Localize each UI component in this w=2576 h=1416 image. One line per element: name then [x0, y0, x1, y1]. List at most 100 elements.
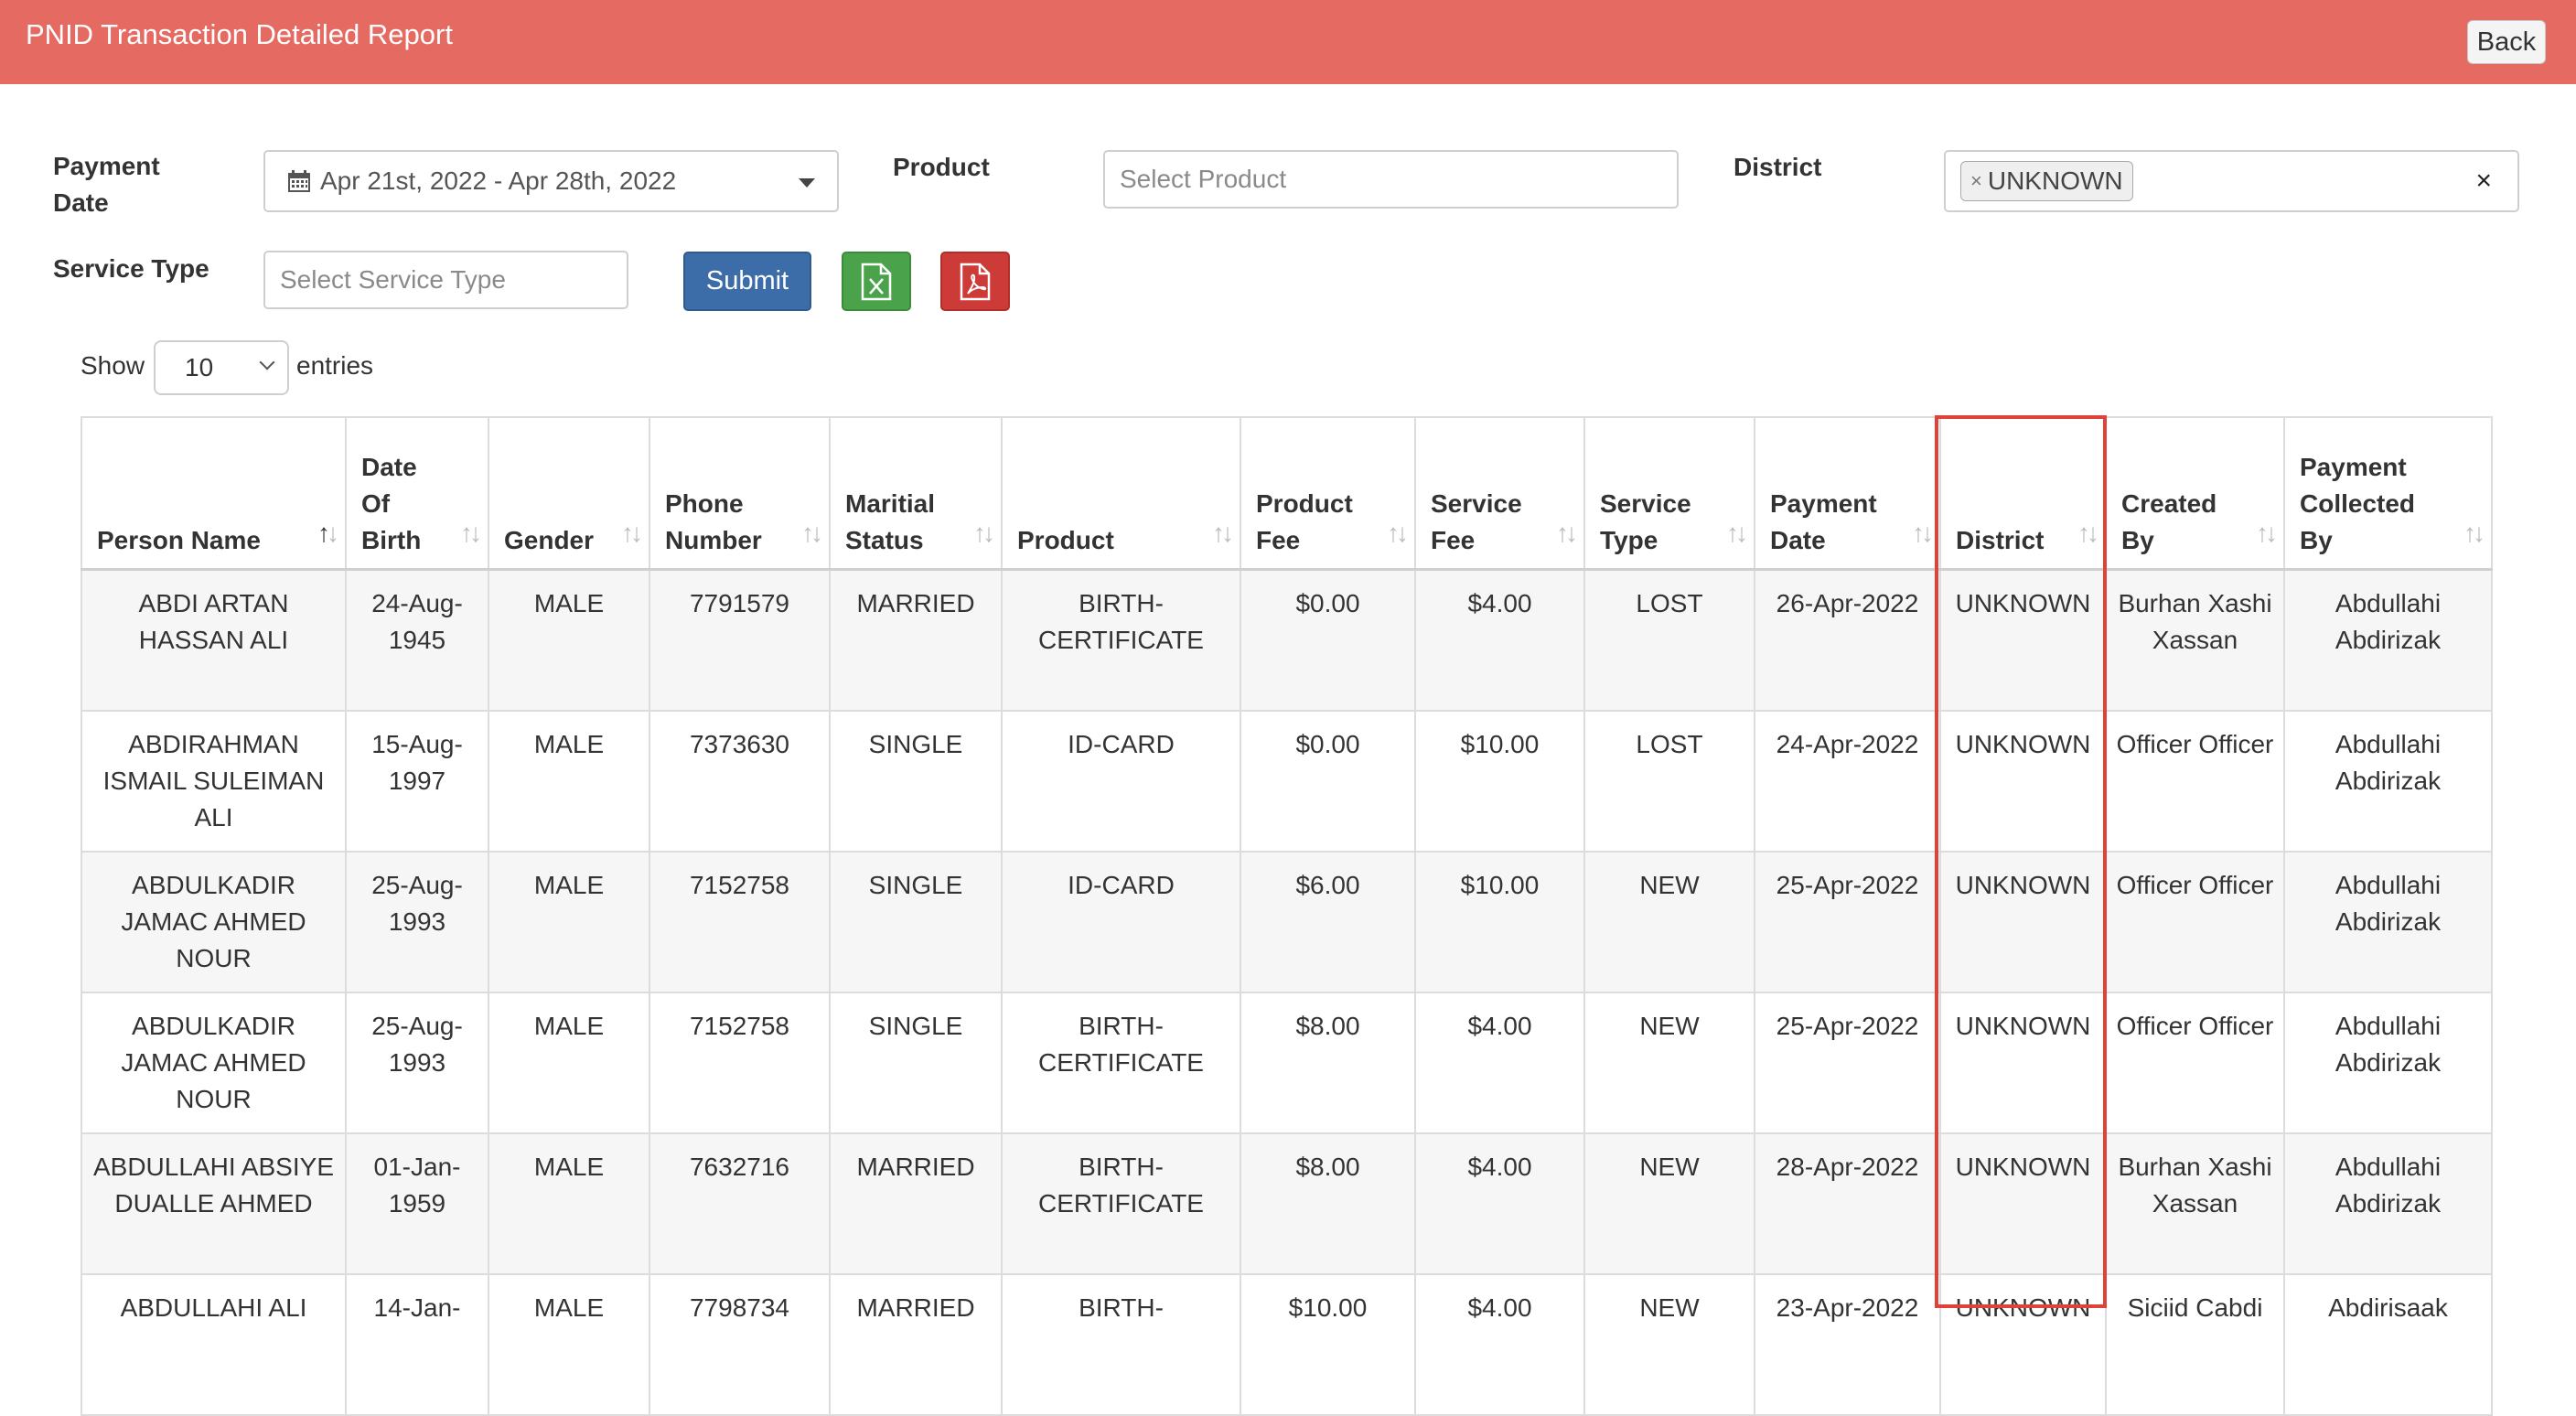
remove-tag-icon[interactable]: × — [1970, 169, 1982, 192]
column-header-date-of-birth[interactable]: Date Of Birth ↑↓ — [345, 416, 489, 571]
column-header-payment-collected-by[interactable]: Payment Collected By ↑↓ — [2283, 416, 2493, 571]
column-header-district[interactable]: District ↑↓ — [1939, 416, 2107, 571]
column-header-service-fee[interactable]: Service Fee ↑↓ — [1414, 416, 1585, 571]
back-button[interactable]: Back — [2467, 20, 2546, 64]
table-row: ABDULLAHI ABSIYE DUALLE AHMED 01-Jan-195… — [80, 1132, 2493, 1275]
cell-service-type: LOST — [1583, 568, 1755, 712]
cell-product-fee: $0.00 — [1240, 709, 1416, 853]
cell-payment-collected-by: Abdullahi Abdirizak — [2283, 568, 2493, 712]
cell-marital-status: SINGLE — [829, 991, 1003, 1134]
cell-payment-collected-by: Abdirisaak — [2283, 1272, 2493, 1416]
column-header-gender[interactable]: Gender ↑↓ — [488, 416, 650, 571]
table-row: ABDIRAHMAN ISMAIL SULEIMAN ALI 15-Aug-19… — [80, 709, 2493, 853]
cell-service-fee: $4.00 — [1414, 991, 1585, 1134]
cell-created-by: Siciid Cabdi — [2105, 1272, 2285, 1416]
payment-date-picker[interactable]: Apr 21st, 2022 - Apr 28th, 2022 — [263, 150, 839, 212]
cell-person-name: ABDULLAHI ALI — [80, 1272, 347, 1416]
cell-product-fee: $6.00 — [1240, 850, 1416, 993]
cell-district: UNKNOWN — [1939, 991, 2107, 1134]
submit-button[interactable]: Submit — [683, 252, 811, 311]
cell-payment-date: 26-Apr-2022 — [1754, 568, 1941, 712]
cell-created-by: Burhan Xashi Xassan — [2105, 1132, 2285, 1275]
cell-product: BIRTH-CERTIFICATE — [1001, 568, 1241, 712]
cell-district: UNKNOWN — [1939, 1272, 2107, 1416]
table-body: ABDI ARTAN HASSAN ALI 24-Aug-1945 MALE 7… — [80, 568, 2493, 1416]
column-header-person-name[interactable]: Person Name ↑↓ — [80, 416, 347, 571]
cell-person-name: ABDI ARTAN HASSAN ALI — [80, 568, 347, 712]
excel-export-icon — [861, 263, 892, 300]
cell-marital-status: MARRIED — [829, 568, 1003, 712]
payment-date-label: Payment Date — [53, 152, 160, 217]
cell-date-of-birth: 24-Aug-1945 — [345, 568, 489, 712]
cell-marital-status: MARRIED — [829, 1272, 1003, 1416]
cell-date-of-birth: 01-Jan-1959 — [345, 1132, 489, 1275]
column-header-payment-date[interactable]: Payment Date ↑↓ — [1754, 416, 1941, 571]
payment-date-value: Apr 21st, 2022 - Apr 28th, 2022 — [320, 166, 677, 195]
column-header-marital-status[interactable]: Maritial Status ↑↓ — [829, 416, 1003, 571]
cell-service-type: LOST — [1583, 709, 1755, 853]
cell-payment-collected-by: Abdullahi Abdirizak — [2283, 850, 2493, 993]
entries-label: entries — [296, 351, 374, 380]
column-header-created-by[interactable]: Created By ↑↓ — [2105, 416, 2285, 571]
column-header-phone-number[interactable]: Phone Number ↑↓ — [649, 416, 831, 571]
cell-person-name: ABDULLAHI ABSIYE DUALLE AHMED — [80, 1132, 347, 1275]
cell-gender: MALE — [488, 1272, 650, 1416]
product-placeholder: Select Product — [1120, 165, 1287, 193]
cell-created-by: Burhan Xashi Xassan — [2105, 568, 2285, 712]
sort-icon: ↑↓ — [317, 519, 339, 547]
cell-gender: MALE — [488, 1132, 650, 1275]
cell-service-type: NEW — [1583, 1132, 1755, 1275]
sort-icon: ↑↓ — [1212, 519, 1234, 547]
entries-length-value: 10 — [185, 353, 214, 381]
cell-phone-number: 7798734 — [649, 1272, 831, 1416]
cell-payment-collected-by: Abdullahi Abdirizak — [2283, 709, 2493, 853]
cell-product-fee: $10.00 — [1240, 1272, 1416, 1416]
cell-service-type: NEW — [1583, 1272, 1755, 1416]
cell-service-type: NEW — [1583, 991, 1755, 1134]
sort-icon: ↑↓ — [460, 519, 482, 547]
district-tag[interactable]: × UNKNOWN — [1960, 161, 2133, 201]
cell-phone-number: 7632716 — [649, 1132, 831, 1275]
cell-date-of-birth: 25-Aug-1993 — [345, 991, 489, 1134]
cell-district: UNKNOWN — [1939, 568, 2107, 712]
cell-gender: MALE — [488, 568, 650, 712]
calendar-icon — [288, 170, 310, 192]
service-type-select[interactable]: Select Service Type — [263, 251, 628, 309]
clear-selection-icon[interactable]: × — [2475, 166, 2492, 196]
service-type-label: Service Type — [53, 254, 209, 283]
column-header-product[interactable]: Product ↑↓ — [1001, 416, 1241, 571]
sort-icon: ↑↓ — [2256, 519, 2278, 547]
sort-icon: ↑↓ — [2077, 519, 2099, 547]
cell-district: UNKNOWN — [1939, 850, 2107, 993]
cell-phone-number: 7152758 — [649, 850, 831, 993]
table-row: ABDULKADIR JAMAC AHMED NOUR 25-Aug-1993 … — [80, 850, 2493, 993]
district-tag-label: UNKNOWN — [1987, 166, 2123, 195]
cell-service-fee: $4.00 — [1414, 1132, 1585, 1275]
table-row: ABDULKADIR JAMAC AHMED NOUR 25-Aug-1993 … — [80, 991, 2493, 1134]
cell-payment-date: 25-Apr-2022 — [1754, 850, 1941, 993]
export-pdf-button[interactable] — [940, 252, 1010, 311]
cell-service-fee: $4.00 — [1414, 1272, 1585, 1416]
cell-phone-number: 7373630 — [649, 709, 831, 853]
column-header-product-fee[interactable]: Product Fee ↑↓ — [1240, 416, 1416, 571]
column-header-service-type[interactable]: Service Type ↑↓ — [1583, 416, 1755, 571]
entries-length-select[interactable]: 10 — [154, 340, 289, 395]
cell-district: UNKNOWN — [1939, 1132, 2107, 1275]
sort-icon: ↑↓ — [1726, 519, 1748, 547]
table-row: ABDULLAHI ALI 14-Jan- MALE 7798734 MARRI… — [80, 1272, 2493, 1416]
product-select[interactable]: Select Product — [1103, 150, 1679, 209]
cell-phone-number: 7791579 — [649, 568, 831, 712]
district-label: District — [1733, 153, 1822, 181]
sort-icon: ↑↓ — [2463, 519, 2485, 547]
cell-payment-date: 25-Apr-2022 — [1754, 991, 1941, 1134]
table-row: ABDI ARTAN HASSAN ALI 24-Aug-1945 MALE 7… — [80, 568, 2493, 712]
export-excel-button[interactable] — [842, 252, 911, 311]
cell-product: BIRTH-CERTIFICATE — [1001, 1132, 1241, 1275]
sort-icon: ↑↓ — [801, 519, 823, 547]
transactions-table: Person Name ↑↓ Date Of Birth ↑↓ Gender ↑↓ P… — [80, 416, 2493, 1416]
cell-product: BIRTH- — [1001, 1272, 1241, 1416]
cell-payment-date: 23-Apr-2022 — [1754, 1272, 1941, 1416]
district-select[interactable]: × UNKNOWN × — [1944, 150, 2519, 212]
pdf-export-icon — [960, 263, 991, 300]
cell-created-by: Officer Officer — [2105, 709, 2285, 853]
